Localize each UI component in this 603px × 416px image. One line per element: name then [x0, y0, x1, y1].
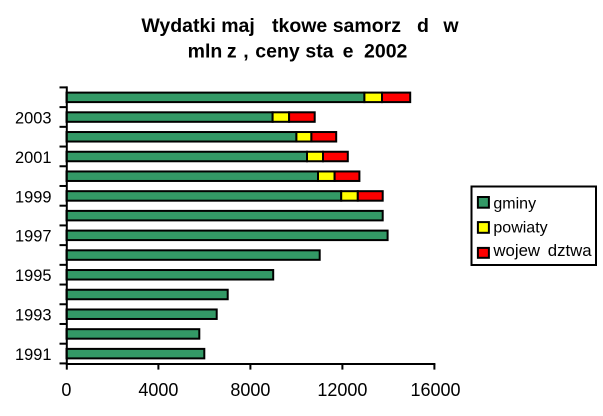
svg-text:mln: mln — [188, 41, 223, 63]
svg-text:1999: 1999 — [15, 188, 51, 206]
svg-text:powiaty: powiaty — [493, 220, 547, 237]
svg-text:1993: 1993 — [15, 307, 51, 325]
svg-text:e: e — [343, 41, 354, 63]
svg-text:1995: 1995 — [15, 267, 51, 285]
svg-text:1991: 1991 — [15, 346, 51, 364]
svg-text:Wydatki maj: Wydatki maj — [141, 15, 254, 37]
svg-text:12000: 12000 — [317, 380, 367, 400]
svg-text:8000: 8000 — [230, 380, 270, 400]
svg-text:0: 0 — [61, 380, 71, 400]
svg-text:gminy: gminy — [493, 196, 536, 213]
svg-text:4000: 4000 — [138, 380, 178, 400]
svg-text:tkowe samorz: tkowe samorz — [272, 15, 401, 37]
svg-text:2001: 2001 — [15, 149, 51, 167]
svg-text:z: z — [227, 41, 237, 63]
svg-text:wojew: wojew — [492, 241, 541, 260]
svg-text:sta: sta — [305, 41, 333, 63]
svg-text:16000: 16000 — [410, 380, 460, 400]
svg-text:d: d — [417, 15, 429, 37]
svg-text:2002: 2002 — [364, 41, 408, 63]
svg-text:ceny: ceny — [255, 41, 300, 63]
svg-text:1997: 1997 — [15, 228, 51, 246]
svg-text:2003: 2003 — [15, 109, 51, 127]
svg-text:dztwa: dztwa — [548, 241, 593, 260]
svg-text:w: w — [442, 15, 459, 37]
svg-text:,: , — [243, 41, 248, 63]
